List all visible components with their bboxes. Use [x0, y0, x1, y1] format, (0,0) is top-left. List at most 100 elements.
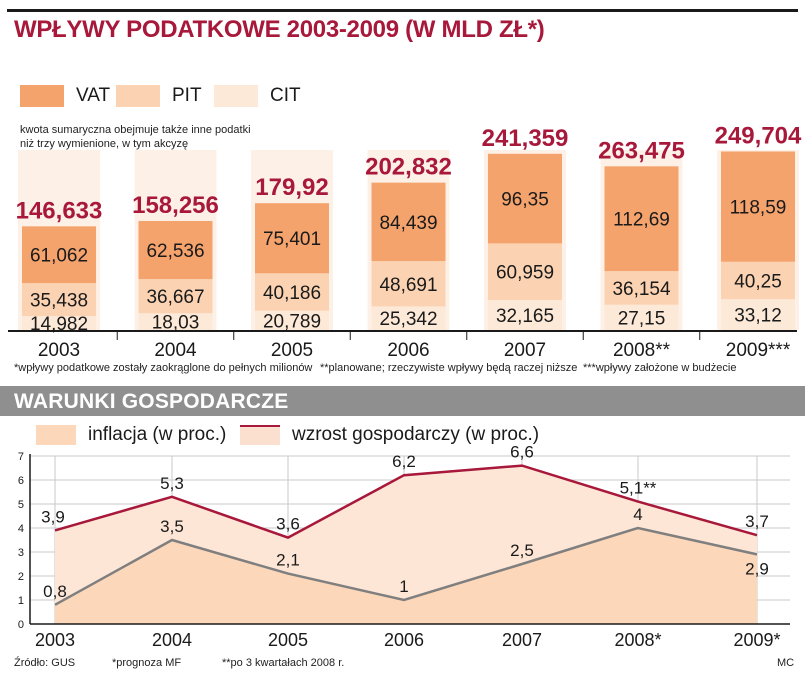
- inflation-point-label: 3,5: [160, 517, 184, 536]
- bar-segment-pit: [721, 261, 795, 300]
- bar-value-label-cit: 20,789: [263, 311, 321, 332]
- total-annotation: kwota sumaryczna obejmuje także inne pod…: [20, 124, 251, 150]
- y-tick-label: 0: [18, 619, 24, 631]
- legend-swatch-pit: [116, 85, 160, 107]
- y-tick-label: 1: [18, 595, 24, 607]
- bar-value-label-vat: 62,536: [146, 241, 204, 262]
- legend-growth: wzrost gospodarczy (w proc.): [240, 424, 539, 446]
- bar-segment-pit: [604, 271, 679, 305]
- inflation-point-label: 2,1: [276, 551, 300, 570]
- legend-label-vat: VAT: [76, 85, 111, 106]
- growth-point-label: 3,9: [41, 507, 65, 526]
- bar-segment-pit: [488, 243, 562, 301]
- y-tick-label: 3: [18, 547, 24, 559]
- x-tick-label: 2008**: [613, 340, 671, 361]
- footnote-forecast: *prognoza MF: [112, 657, 182, 669]
- bar-segment-cit: [255, 310, 329, 330]
- bar-segment-vat: [721, 151, 795, 262]
- bar-value-label-cit: 33,12: [734, 306, 782, 327]
- bar-value-label-vat: 96,35: [501, 190, 549, 211]
- growth-point-label: 3,6: [276, 515, 300, 534]
- legend-cit: CIT: [214, 85, 301, 107]
- x-tick-label: 2006: [387, 340, 429, 361]
- legend-label-growth: wzrost gospodarczy (w proc.): [292, 424, 540, 445]
- bar-segment-pit: [22, 283, 96, 317]
- section-title: WARUNKI GOSPODARCZE: [14, 390, 289, 413]
- bar-value-label-cit: 25,342: [379, 309, 437, 330]
- bar-value-label-vat: 84,439: [379, 213, 437, 234]
- bar-segment-cit: [371, 306, 446, 330]
- bar-segment-vat: [488, 153, 562, 244]
- legend-label-cit: CIT: [270, 85, 301, 106]
- x-tick-label: 2005: [271, 340, 313, 361]
- bar-segment-vat: [371, 182, 446, 262]
- bar-segment-cit: [604, 304, 679, 330]
- bar-value-label-pit: 40,25: [734, 271, 782, 292]
- inflation-point-label: 0,8: [43, 582, 67, 601]
- bar-segment-cit: [488, 300, 562, 330]
- bar-value-label-pit: 48,691: [379, 275, 437, 296]
- y-tick-label: 5: [18, 499, 24, 511]
- bar-total-label: 263,475: [598, 137, 685, 164]
- bar-segment-vat: [604, 166, 679, 272]
- top-rule: [7, 9, 798, 12]
- inflation-line: [54, 526, 758, 606]
- section-header-bar: [0, 386, 805, 416]
- growth-point-label: 6,6: [510, 443, 534, 462]
- inflation-point-label: 2,9: [745, 559, 769, 578]
- y-tick-label: 2: [18, 571, 24, 583]
- bar-value-label-cit: 32,165: [496, 306, 554, 327]
- x-tick-label: 2004: [152, 630, 192, 650]
- bar-value-label-pit: 35,438: [30, 291, 88, 312]
- bar-value-label-pit: 36,667: [146, 287, 204, 308]
- bar-segment-pit: [371, 261, 446, 307]
- bar-segment-cit: [22, 316, 96, 330]
- legend-swatch-growth: [240, 425, 280, 445]
- bar-value-label-pit: 60,959: [496, 263, 554, 284]
- inflation-point-label: 2,5: [510, 541, 534, 560]
- bar-total-label: 158,256: [132, 192, 219, 219]
- bar-segment-vat: [255, 203, 329, 274]
- legend-swatch-cit: [214, 85, 258, 107]
- bar-total-label: 202,832: [365, 154, 452, 181]
- bar-value-label-vat: 75,401: [263, 229, 321, 250]
- bar-value-label-cit: 18,03: [152, 313, 200, 334]
- bar-value-label-vat: 112,69: [613, 210, 670, 231]
- x-tick-label: 2003: [38, 340, 80, 361]
- legend-label-inflation: inflacja (w proc.): [88, 424, 227, 445]
- footnote-source: Źródło: GUS: [14, 657, 76, 669]
- footnote-quarters: **po 3 kwartałach 2008 r.: [222, 657, 345, 669]
- bar-segment-cit: [138, 313, 213, 330]
- growth-point-label: 6,2: [392, 452, 416, 471]
- y-tick-label: 4: [18, 523, 24, 535]
- x-tick-label: 2006: [384, 630, 424, 650]
- x-tick-label: 2009*: [733, 630, 780, 650]
- x-tick-label: 2008*: [614, 630, 661, 650]
- legend-pit: PIT: [116, 85, 202, 107]
- y-tick-label: 7: [18, 451, 24, 463]
- page-title: WPŁYWY PODATKOWE 2003-2009 (W MLD ZŁ*): [14, 16, 545, 43]
- x-tick-label: 2007: [502, 630, 542, 650]
- inflation-area: [55, 528, 757, 624]
- legend-swatch-vat: [20, 85, 64, 107]
- bar-total-label: 249,704: [715, 122, 802, 149]
- growth-point-label: 5,3: [160, 474, 184, 493]
- footnote-budget: ***wpływy założone w budżecie: [583, 362, 737, 374]
- bar-segment-cit: [721, 299, 795, 330]
- bar-value-label-vat: 61,062: [30, 246, 88, 267]
- bar-total-label: 179,92: [255, 174, 328, 201]
- bar-value-label-pit: 36,154: [612, 279, 671, 300]
- footnote-planned: **planowane; rzeczywiste wpływy będą rac…: [320, 362, 578, 374]
- author-initials: MC: [777, 657, 795, 669]
- bar-segment-vat: [22, 226, 96, 284]
- bar-value-label-cit: 27,15: [618, 308, 666, 329]
- bar-total-label: 146,633: [16, 197, 103, 224]
- legend-swatch-inflation: [36, 425, 76, 445]
- x-tick-label: 2007: [504, 340, 546, 361]
- bar-value-label-vat: 118,59: [730, 198, 787, 219]
- bar-segment-pit: [255, 273, 329, 311]
- growth-point-label: 5,1**: [620, 479, 657, 498]
- legend-vat: VAT: [20, 85, 110, 107]
